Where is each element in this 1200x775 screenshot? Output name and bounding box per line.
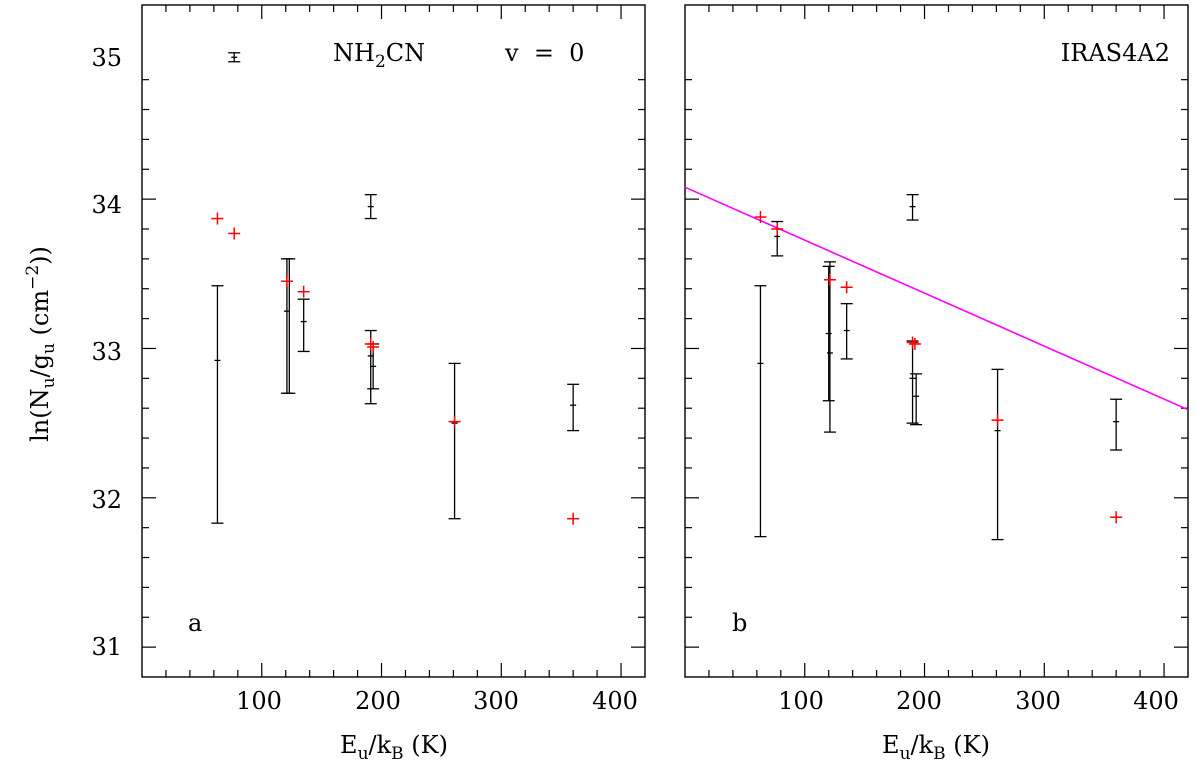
panel-b-x-axis-label: Eu/kB (K) (882, 731, 990, 764)
panel-a-letter: a (188, 609, 202, 637)
x-tick-label: 200 (355, 687, 401, 715)
model-point (364, 337, 377, 350)
observed-point (754, 285, 767, 538)
model-point (1110, 511, 1123, 524)
observed-point (1110, 398, 1123, 451)
y-axis-label-sub: u (39, 377, 59, 388)
molecule-label-sub: 2 (375, 52, 386, 72)
panel-b-ticks (684, 4, 1189, 678)
y-tick-label: 31 (91, 633, 122, 661)
observed-point (910, 373, 923, 426)
x-axis-label-sub: B (391, 744, 404, 764)
y-tick-label: 34 (91, 191, 122, 219)
model-point (297, 285, 310, 298)
observed-point (228, 52, 241, 63)
model-point (280, 275, 293, 288)
y-axis-label-sub: u (39, 343, 59, 354)
y-axis-label-part: )) (26, 246, 54, 265)
x-tick-label: 400 (1133, 687, 1179, 715)
x-axis-label-part: /k (369, 731, 392, 759)
panel-a-xticks-labels: 100 200 300 400 (236, 687, 638, 715)
model-point (567, 512, 580, 525)
observed-point (823, 261, 836, 433)
source-label: IRAS4A2 (1061, 39, 1170, 67)
x-tick-label: 400 (592, 687, 638, 715)
panel-a-marks (211, 52, 580, 525)
panel-b: 100 200 300 400 Eu/kB (K) IRAS4A2 b (684, 4, 1189, 764)
state-label: v = 0 (504, 39, 584, 67)
y-axis-label-part: ln(N (26, 388, 54, 442)
y-axis-label-part: /g (26, 354, 54, 377)
x-axis-label-sub: u (900, 744, 911, 764)
observed-point (567, 383, 580, 432)
y-tick-label: 33 (91, 338, 122, 366)
observed-point (906, 194, 919, 221)
panel-b-marks (684, 186, 1189, 541)
x-axis-label-part: (K) (946, 731, 990, 759)
observed-point (840, 303, 853, 360)
observed-point (297, 298, 310, 353)
x-tick-label: 300 (1015, 687, 1061, 715)
observed-point (822, 265, 835, 402)
model-point (840, 281, 853, 294)
fit-line (684, 186, 1189, 411)
molecule-label: NH2CN (333, 39, 425, 72)
x-axis-label-sub: B (933, 744, 946, 764)
x-axis-label-part: /k (911, 731, 934, 759)
panel-a: 31 32 33 34 35 100 200 300 400 Eu/kB (K)… (91, 4, 646, 764)
model-point (991, 414, 1004, 427)
model-point (823, 273, 836, 286)
y-tick-label: 32 (91, 486, 122, 514)
model-point (367, 340, 380, 353)
x-tick-label: 100 (236, 687, 282, 715)
model-point (754, 211, 767, 224)
panel-a-x-axis-label: Eu/kB (K) (340, 731, 448, 764)
x-tick-label: 100 (778, 687, 824, 715)
observed-point (448, 362, 461, 520)
plot-frame (684, 4, 1189, 678)
observed-point (283, 258, 296, 394)
panel-a-yticks-labels: 31 32 33 34 35 (91, 44, 122, 661)
model-point (228, 227, 241, 240)
molecule-label-part: CN (386, 39, 425, 67)
y-axis-label-part: (cm (26, 290, 54, 343)
x-axis-label-part: (K) (404, 731, 448, 759)
molecule-label-part: NH (333, 39, 375, 67)
model-point (771, 223, 784, 235)
x-tick-label: 200 (896, 687, 942, 715)
x-axis-label-part: E (882, 731, 900, 759)
x-axis-label-part: E (340, 731, 358, 759)
panel-a-ticks (141, 4, 646, 678)
model-point (211, 212, 224, 225)
y-axis-label-sup: −2 (23, 265, 43, 290)
y-tick-label: 35 (91, 44, 122, 72)
observed-point (364, 194, 377, 220)
x-axis-label-sub: u (358, 744, 369, 764)
observed-point (211, 285, 224, 524)
plot-frame (141, 4, 646, 678)
model-point (448, 415, 461, 428)
panel-b-letter: b (732, 609, 747, 637)
y-axis-label: ln(Nu/gu (cm−2)) (23, 246, 59, 442)
model-point (908, 337, 921, 350)
x-tick-label: 300 (473, 687, 519, 715)
observed-point (991, 368, 1004, 541)
model-point (906, 336, 919, 349)
panel-b-xticks-labels: 100 200 300 400 (778, 687, 1179, 715)
